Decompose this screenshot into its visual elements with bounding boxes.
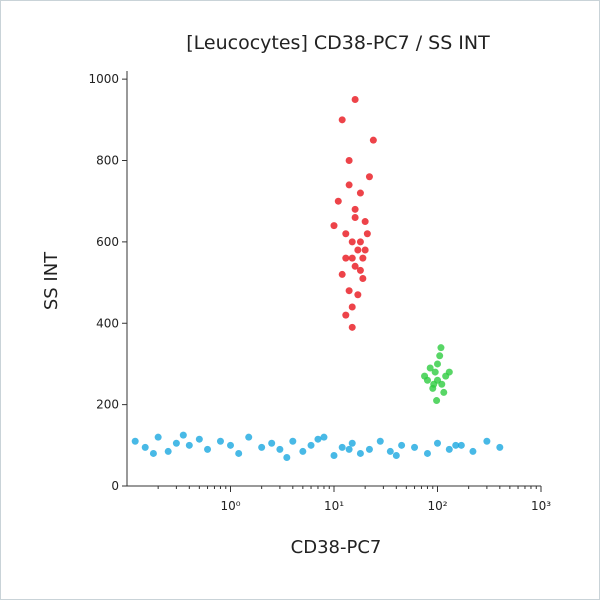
data-point <box>283 454 291 462</box>
data-point <box>398 441 406 449</box>
data-point <box>433 397 441 405</box>
y-axis-label: SS INT <box>41 251 62 310</box>
data-point <box>356 238 364 246</box>
data-point <box>386 447 394 455</box>
data-point <box>342 254 350 262</box>
data-point <box>359 275 367 282</box>
data-point <box>430 380 438 388</box>
chart-title: [Leucocytes] CD38-PC7 / SS INT <box>186 32 490 54</box>
data-point <box>348 323 356 331</box>
y-tick-label: 0 <box>111 479 119 493</box>
data-point <box>342 311 350 319</box>
data-point <box>227 441 234 449</box>
data-point <box>469 447 477 455</box>
x-tick-label: 10⁰ <box>220 499 240 513</box>
y-tick-label: 600 <box>96 235 119 249</box>
data-point <box>363 230 371 238</box>
data-point <box>141 443 149 451</box>
data-point <box>307 441 315 449</box>
x-tick-label: 10¹ <box>324 499 344 513</box>
data-point <box>434 439 441 447</box>
data-point <box>245 433 253 441</box>
data-point <box>351 213 359 221</box>
data-point <box>440 388 448 396</box>
data-point <box>348 238 356 246</box>
data-point <box>434 360 441 368</box>
x-tick-label: 10³ <box>531 499 551 513</box>
data-point <box>457 441 465 449</box>
data-point <box>421 372 429 380</box>
data-point <box>356 266 364 274</box>
data-point <box>235 449 243 457</box>
data-point <box>361 246 369 254</box>
y-tick-label: 400 <box>96 316 119 330</box>
data-point <box>356 189 364 197</box>
data-point <box>369 136 377 144</box>
y-tick-label: 1000 <box>88 72 119 86</box>
data-point <box>351 262 359 270</box>
x-tick-label: 10² <box>427 499 447 513</box>
data-point <box>426 364 434 372</box>
data-point <box>361 218 369 226</box>
data-point <box>149 449 157 457</box>
data-point <box>320 433 328 441</box>
data-point <box>376 437 384 445</box>
data-point <box>195 435 203 443</box>
data-point <box>445 445 453 453</box>
data-point <box>185 441 193 449</box>
data-point <box>496 443 504 451</box>
data-point <box>334 197 342 205</box>
data-point <box>172 439 180 447</box>
data-point <box>338 270 346 278</box>
data-point <box>356 449 364 457</box>
data-point <box>345 287 353 295</box>
data-point <box>289 437 297 445</box>
data-point <box>314 435 322 443</box>
data-point <box>436 352 444 360</box>
data-point <box>392 451 400 459</box>
data-point <box>351 205 359 213</box>
data-point <box>354 246 362 254</box>
data-point <box>411 443 419 451</box>
data-point <box>179 431 187 439</box>
data-point <box>445 368 453 376</box>
data-point <box>338 116 346 124</box>
data-point <box>258 443 266 451</box>
data-point <box>348 303 356 311</box>
data-point <box>154 433 162 441</box>
data-point <box>204 445 212 453</box>
data-point <box>345 157 353 165</box>
data-point <box>345 181 353 189</box>
data-point <box>359 254 367 262</box>
data-point <box>330 451 338 459</box>
data-point <box>437 344 445 352</box>
data-point <box>345 445 353 453</box>
y-tick-label: 200 <box>96 398 119 412</box>
data-point <box>299 447 307 455</box>
data-point <box>216 437 224 445</box>
data-point <box>330 222 338 230</box>
data-point <box>351 95 359 103</box>
data-point <box>276 445 284 453</box>
data-point <box>348 439 356 447</box>
data-point <box>431 368 439 376</box>
x-axis-label: CD38-PC7 <box>291 537 382 558</box>
data-point <box>365 173 373 181</box>
data-point <box>342 230 350 238</box>
y-tick-label: 800 <box>96 154 119 168</box>
data-point <box>365 445 373 453</box>
data-point <box>131 437 139 445</box>
data-point <box>423 449 431 457</box>
data-point <box>164 447 172 455</box>
data-point <box>483 437 491 445</box>
data-point <box>452 441 460 449</box>
data-point <box>348 254 356 262</box>
data-point <box>338 443 346 451</box>
data-point <box>354 291 362 299</box>
data-point <box>268 439 276 447</box>
